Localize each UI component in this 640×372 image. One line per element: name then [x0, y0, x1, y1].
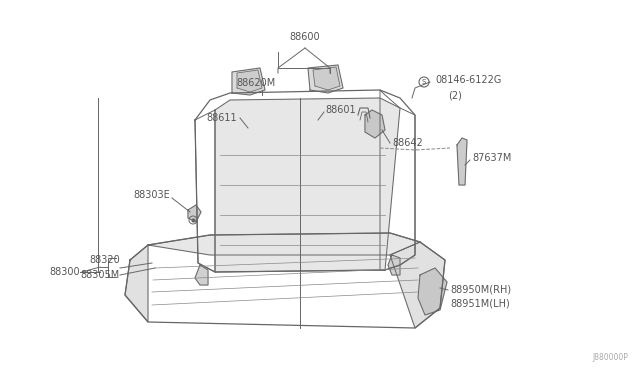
Polygon shape [215, 98, 400, 272]
Polygon shape [232, 68, 265, 95]
Polygon shape [457, 138, 467, 185]
Polygon shape [188, 205, 201, 222]
Text: 88611: 88611 [206, 113, 237, 123]
Polygon shape [390, 242, 445, 328]
Text: 87637M: 87637M [472, 153, 511, 163]
Text: 88951M(LH): 88951M(LH) [450, 298, 509, 308]
Text: 88305M: 88305M [81, 270, 120, 280]
Polygon shape [125, 245, 148, 322]
Polygon shape [313, 67, 340, 90]
Polygon shape [365, 110, 385, 138]
Text: 88642: 88642 [392, 138, 423, 148]
Text: 88950M(RH): 88950M(RH) [450, 285, 511, 295]
Polygon shape [237, 70, 262, 92]
Text: 08146-6122G: 08146-6122G [435, 75, 501, 85]
Text: (2): (2) [448, 90, 462, 100]
Text: 88303E: 88303E [133, 190, 170, 200]
Polygon shape [418, 268, 447, 315]
Text: 88620M: 88620M [236, 78, 276, 88]
Polygon shape [195, 265, 208, 285]
Text: 88601: 88601 [325, 105, 356, 115]
Polygon shape [148, 233, 420, 255]
Text: 88600: 88600 [290, 32, 320, 42]
Text: J880000P: J880000P [592, 353, 628, 362]
Polygon shape [308, 65, 343, 93]
Polygon shape [388, 255, 400, 275]
Text: 88320: 88320 [89, 255, 120, 265]
Text: S: S [422, 79, 426, 85]
Text: 88300: 88300 [49, 267, 80, 277]
